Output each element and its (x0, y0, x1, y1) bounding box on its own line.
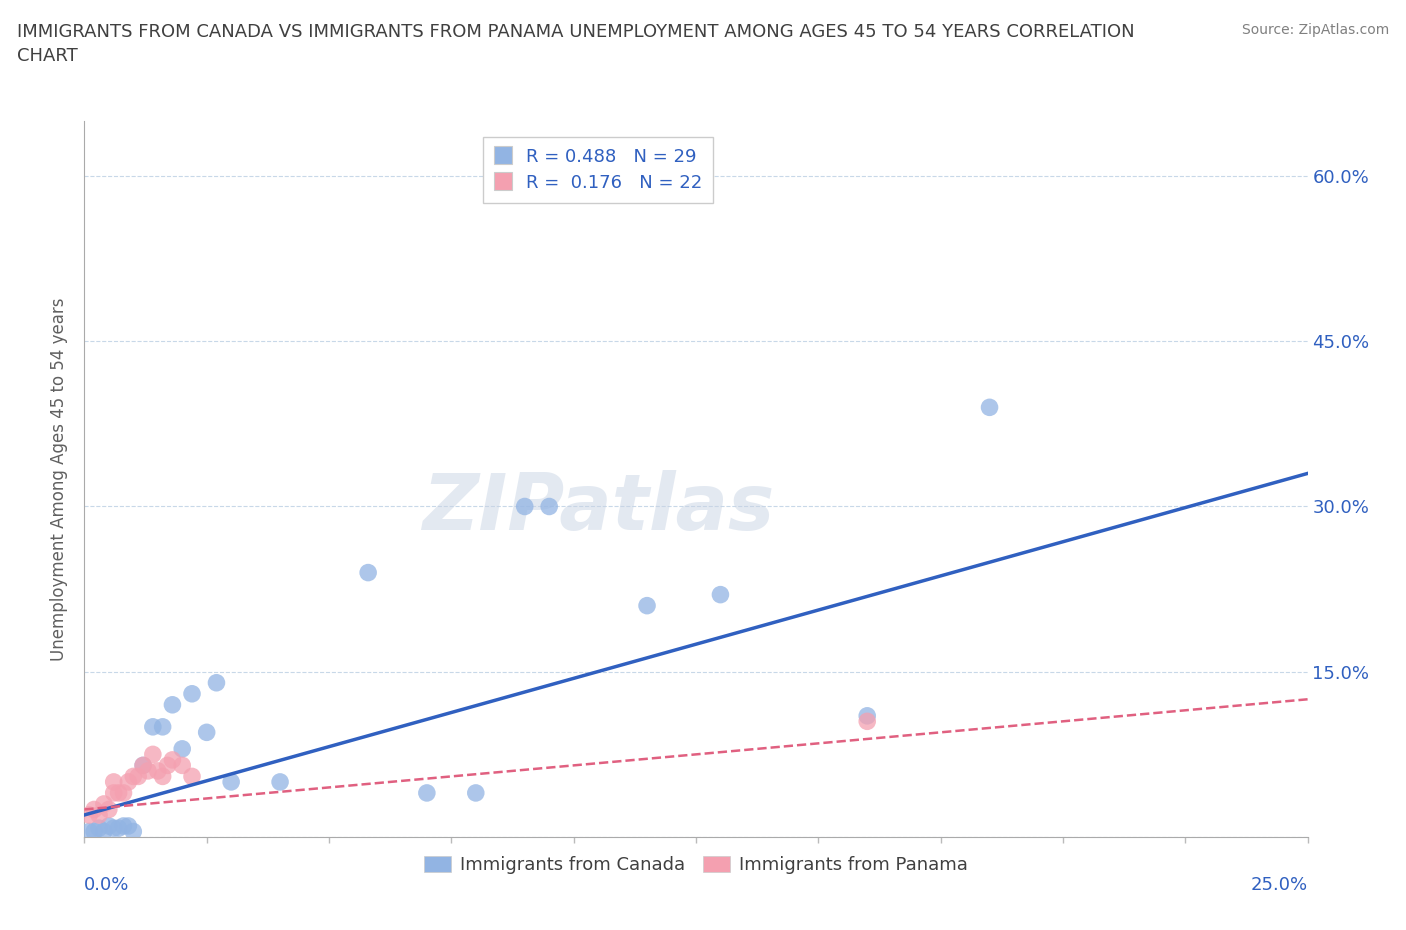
Point (93, 796, 115, 811)
Point (93, 824, 115, 839)
Point (77, 824, 100, 839)
Point (142, 720, 165, 735)
Legend: Immigrants from Canada, Immigrants from Panama: Immigrants from Canada, Immigrants from … (416, 849, 976, 882)
Point (357, 565, 380, 580)
Point (195, 724, 218, 739)
Point (152, 769, 174, 784)
Point (103, 775, 125, 790)
Point (709, 587, 731, 602)
Y-axis label: Unemployment Among Ages 45 to 54 years: Unemployment Among Ages 45 to 54 years (51, 298, 69, 660)
Point (538, 499, 561, 514)
Point (979, 400, 1001, 415)
Point (132, 758, 155, 773)
Point (107, 821, 129, 836)
Point (122, 824, 145, 839)
Point (172, 741, 194, 756)
Point (83, 802, 105, 817)
Point (142, 747, 165, 762)
Point (112, 786, 135, 801)
Point (205, 675, 228, 690)
Point (181, 686, 204, 701)
Point (117, 775, 139, 790)
Text: 0.0%: 0.0% (84, 876, 129, 895)
Point (127, 769, 149, 784)
Point (416, 786, 439, 801)
Point (112, 818, 135, 833)
Point (97, 802, 120, 817)
Point (152, 720, 174, 735)
Text: IMMIGRANTS FROM CANADA VS IMMIGRANTS FROM PANAMA UNEMPLOYMENT AMONG AGES 45 TO 5: IMMIGRANTS FROM CANADA VS IMMIGRANTS FRO… (17, 23, 1135, 65)
Point (77, 807, 100, 822)
Point (856, 714, 879, 729)
Point (87, 821, 110, 836)
Point (162, 752, 184, 767)
Point (122, 769, 145, 784)
Text: Source: ZipAtlas.com: Source: ZipAtlas.com (1241, 23, 1389, 37)
Point (132, 758, 155, 773)
Point (181, 769, 204, 784)
Point (172, 758, 194, 773)
Point (103, 786, 125, 801)
Point (117, 818, 139, 833)
Point (136, 764, 159, 778)
Point (87, 807, 110, 822)
Point (636, 598, 658, 613)
Text: 25.0%: 25.0% (1250, 876, 1308, 895)
Point (97, 818, 120, 833)
Point (269, 775, 291, 790)
Point (146, 764, 169, 778)
Point (107, 786, 129, 801)
Point (513, 499, 536, 514)
Point (103, 821, 125, 836)
Point (856, 709, 879, 724)
Point (464, 786, 486, 801)
Text: ZIPatlas: ZIPatlas (422, 470, 775, 546)
Point (219, 775, 242, 790)
Point (162, 698, 184, 712)
Point (156, 758, 179, 773)
Point (83, 824, 105, 839)
